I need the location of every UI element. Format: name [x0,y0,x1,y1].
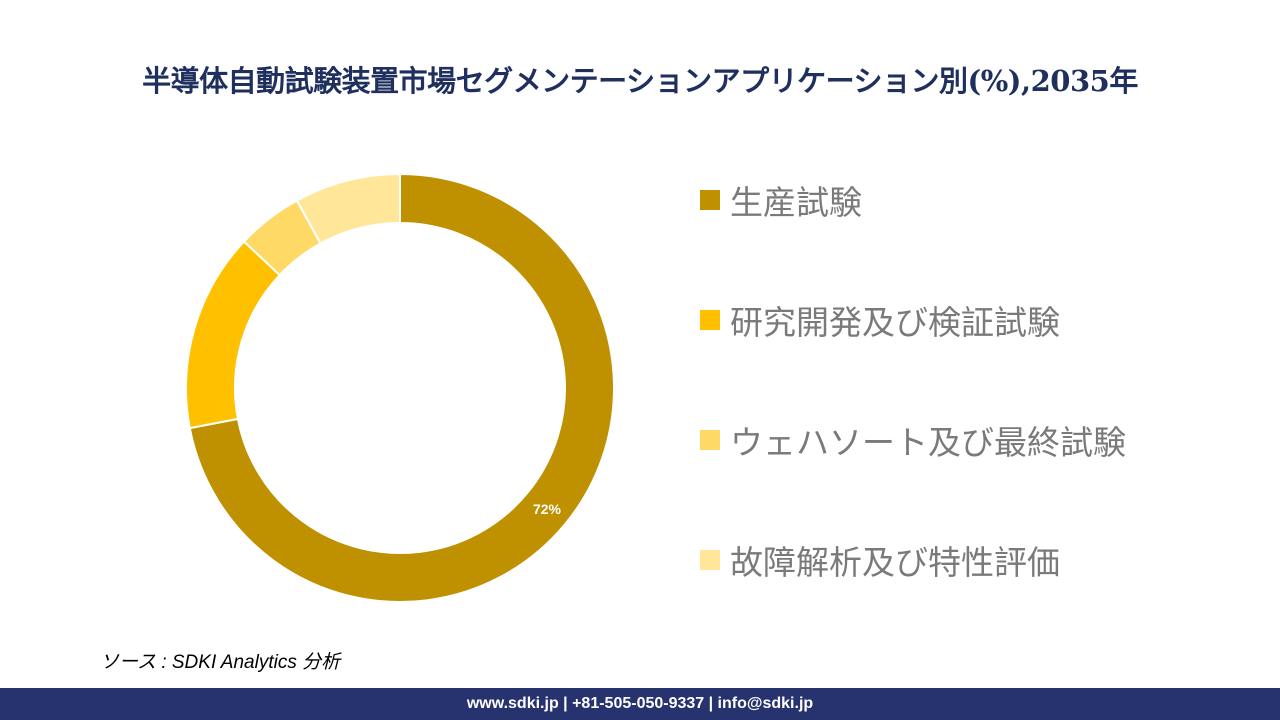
source-note: ソース : SDKI Analytics 分析 [100,652,341,673]
legend-item: 生産試験 [700,170,1126,230]
legend-label: ウェハソート及び最終試験 [730,423,1126,462]
legend-label: 生産試験 [730,183,862,222]
legend-label: 研究開発及び検証試験 [730,303,1060,342]
legend-swatch [700,550,720,570]
legend: 生産試験研究開発及び検証試験ウェハソート及び最終試験 故障解析及び特性評価 [700,170,1126,650]
donut-slice-1 [185,240,282,430]
chart-title: 半導体自動試験装置市場セグメンテーションアプリケーション別(%),2035年 [142,64,1138,98]
legend-swatch [700,430,720,450]
legend-swatch [700,310,720,330]
legend-item: 故障解析及び特性評価 [700,530,1126,590]
legend-swatch [700,190,720,210]
data-label: 72% [533,501,562,517]
legend-label: 故障解析及び特性評価 [730,543,1060,582]
legend-item: ウェハソート及び最終試験 [700,410,1126,470]
legend-item: 研究開発及び検証試験 [700,290,1126,350]
footer-contact: www.sdki.jp | +81-505-050-9337 | info@sd… [0,688,1280,720]
donut-slice-3 [295,172,401,245]
donut-slice-0 [188,172,615,603]
donut-chart: 72% [185,172,615,603]
